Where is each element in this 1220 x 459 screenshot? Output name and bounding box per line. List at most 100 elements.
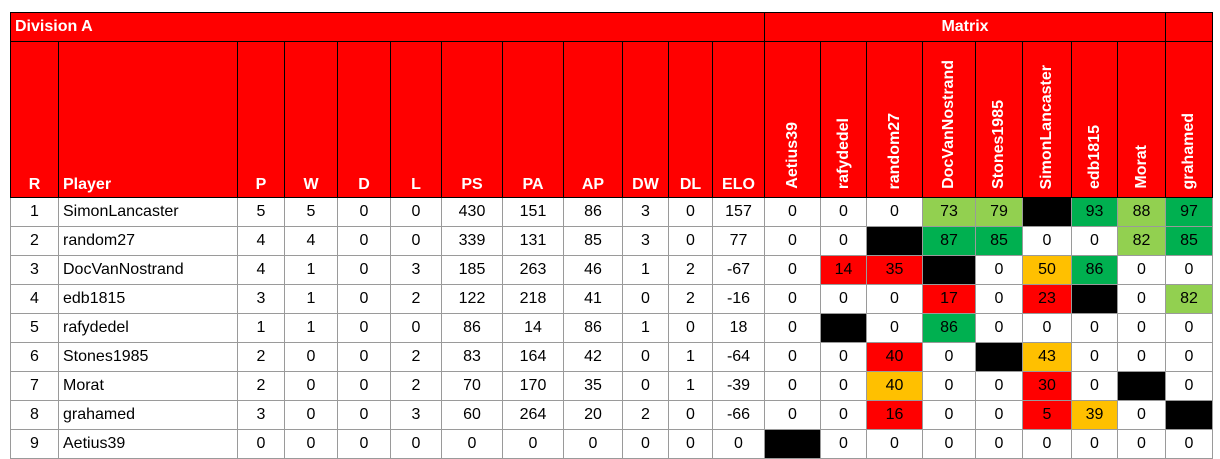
cell: 0 [764, 226, 821, 256]
division-title: Division A [10, 12, 765, 42]
cell: 1 [284, 255, 338, 285]
cell: 2 [390, 284, 442, 314]
cell: 14 [502, 313, 564, 343]
column-header-text: ELO [722, 176, 755, 193]
cell: 77 [712, 226, 765, 256]
cell: 0 [1165, 313, 1213, 343]
cell: 2 [668, 284, 713, 314]
cell: 0 [922, 342, 976, 372]
cell: 73 [922, 197, 976, 227]
cell: 3 [622, 197, 669, 227]
cell: 0 [820, 197, 867, 227]
cell: 0 [975, 313, 1023, 343]
cell: 46 [563, 255, 623, 285]
cell: SimonLancaster [58, 197, 238, 227]
cell: 17 [922, 284, 976, 314]
column-header: W [284, 41, 338, 198]
column-header-text: PA [522, 176, 544, 193]
cell: 7 [10, 371, 59, 401]
column-header-text: DocVanNostrand [940, 60, 957, 189]
cell: 2 [668, 255, 713, 285]
column-header: PS [441, 41, 503, 198]
cell: 35 [866, 255, 923, 285]
data-row: 8 grahamed 3 0 0 3 60 264 20 2 0 -66 0 0 16 0 0 5 39 0 [10, 400, 1213, 430]
data-row: 2 random27 4 4 0 0 339 131 85 3 0 77 0 0 87 85 0 0 82 85 [10, 226, 1213, 256]
cell: 0 [284, 429, 338, 459]
cell: 0 [668, 197, 713, 227]
cell: 0 [390, 429, 442, 459]
cell: 3 [390, 400, 442, 430]
data-row: 4 edb1815 3 1 0 2 122 218 41 0 2 -16 0 0 0 17 0 23 0 82 [10, 284, 1213, 314]
cell: 263 [502, 255, 564, 285]
column-header: P [237, 41, 285, 198]
cell: 2 [237, 371, 285, 401]
cell: 0 [284, 371, 338, 401]
cell: 4 [237, 226, 285, 256]
cell: 0 [975, 400, 1023, 430]
cell: 82 [1117, 226, 1166, 256]
column-header-text: P [255, 176, 267, 193]
cell: 43 [1022, 342, 1072, 372]
cell: 0 [668, 313, 713, 343]
cell: 79 [975, 197, 1023, 227]
cell: 0 [622, 342, 669, 372]
cell: rafydedel [58, 313, 238, 343]
column-header: PA [502, 41, 564, 198]
cell: 131 [502, 226, 564, 256]
cell: 8 [10, 400, 59, 430]
data-row: 6 Stones1985 2 0 0 2 83 164 42 0 1 -64 0 0 40 0 43 0 0 0 [10, 342, 1213, 372]
column-header-text: Morat [1132, 145, 1150, 189]
cell: 5 [10, 313, 59, 343]
cell: 185 [441, 255, 503, 285]
cell: 0 [337, 371, 391, 401]
cell: Aetius39 [58, 429, 238, 459]
column-header: DW [622, 41, 669, 198]
cell: 0 [337, 255, 391, 285]
cell: 0 [1071, 429, 1118, 459]
cell: 0 [764, 313, 821, 343]
cell: 97 [1165, 197, 1213, 227]
cell [1165, 400, 1213, 430]
column-header-text: edb1815 [1085, 124, 1103, 189]
column-header: grahamed [1165, 41, 1213, 198]
cell: 218 [502, 284, 564, 314]
cell: 93 [1071, 197, 1118, 227]
cell: 23 [1022, 284, 1072, 314]
cell: 1 [10, 197, 59, 227]
cell: 85 [1165, 226, 1213, 256]
column-header: Player [58, 41, 238, 198]
cell: 122 [441, 284, 503, 314]
cell: 0 [1117, 400, 1166, 430]
cell: 0 [390, 197, 442, 227]
column-header-text: R [28, 176, 41, 193]
column-header-text: Stones1985 [990, 100, 1007, 189]
cell: 0 [1117, 342, 1166, 372]
cell: -67 [712, 255, 765, 285]
cell: 86 [1071, 255, 1118, 285]
column-header: AP [563, 41, 623, 198]
matrix-title: Matrix [764, 12, 1166, 42]
cell: 70 [441, 371, 503, 401]
column-header-text: L [411, 176, 421, 193]
cell: 1 [622, 313, 669, 343]
cell: 9 [10, 429, 59, 459]
cell: 0 [668, 400, 713, 430]
cell: 3 [10, 255, 59, 285]
cell: 0 [1071, 342, 1118, 372]
cell: Stones1985 [58, 342, 238, 372]
cell: 151 [502, 197, 564, 227]
cell: 5 [284, 197, 338, 227]
cell: 0 [563, 429, 623, 459]
cell [1022, 197, 1072, 227]
cell: 1 [668, 371, 713, 401]
column-header-text: W [303, 176, 319, 193]
cell: 2 [237, 342, 285, 372]
cell: 0 [866, 284, 923, 314]
cell: -16 [712, 284, 765, 314]
cell: 2 [622, 400, 669, 430]
cell: 0 [866, 313, 923, 343]
cell: 0 [1071, 226, 1118, 256]
cell: 86 [441, 313, 503, 343]
cell: 2 [10, 226, 59, 256]
